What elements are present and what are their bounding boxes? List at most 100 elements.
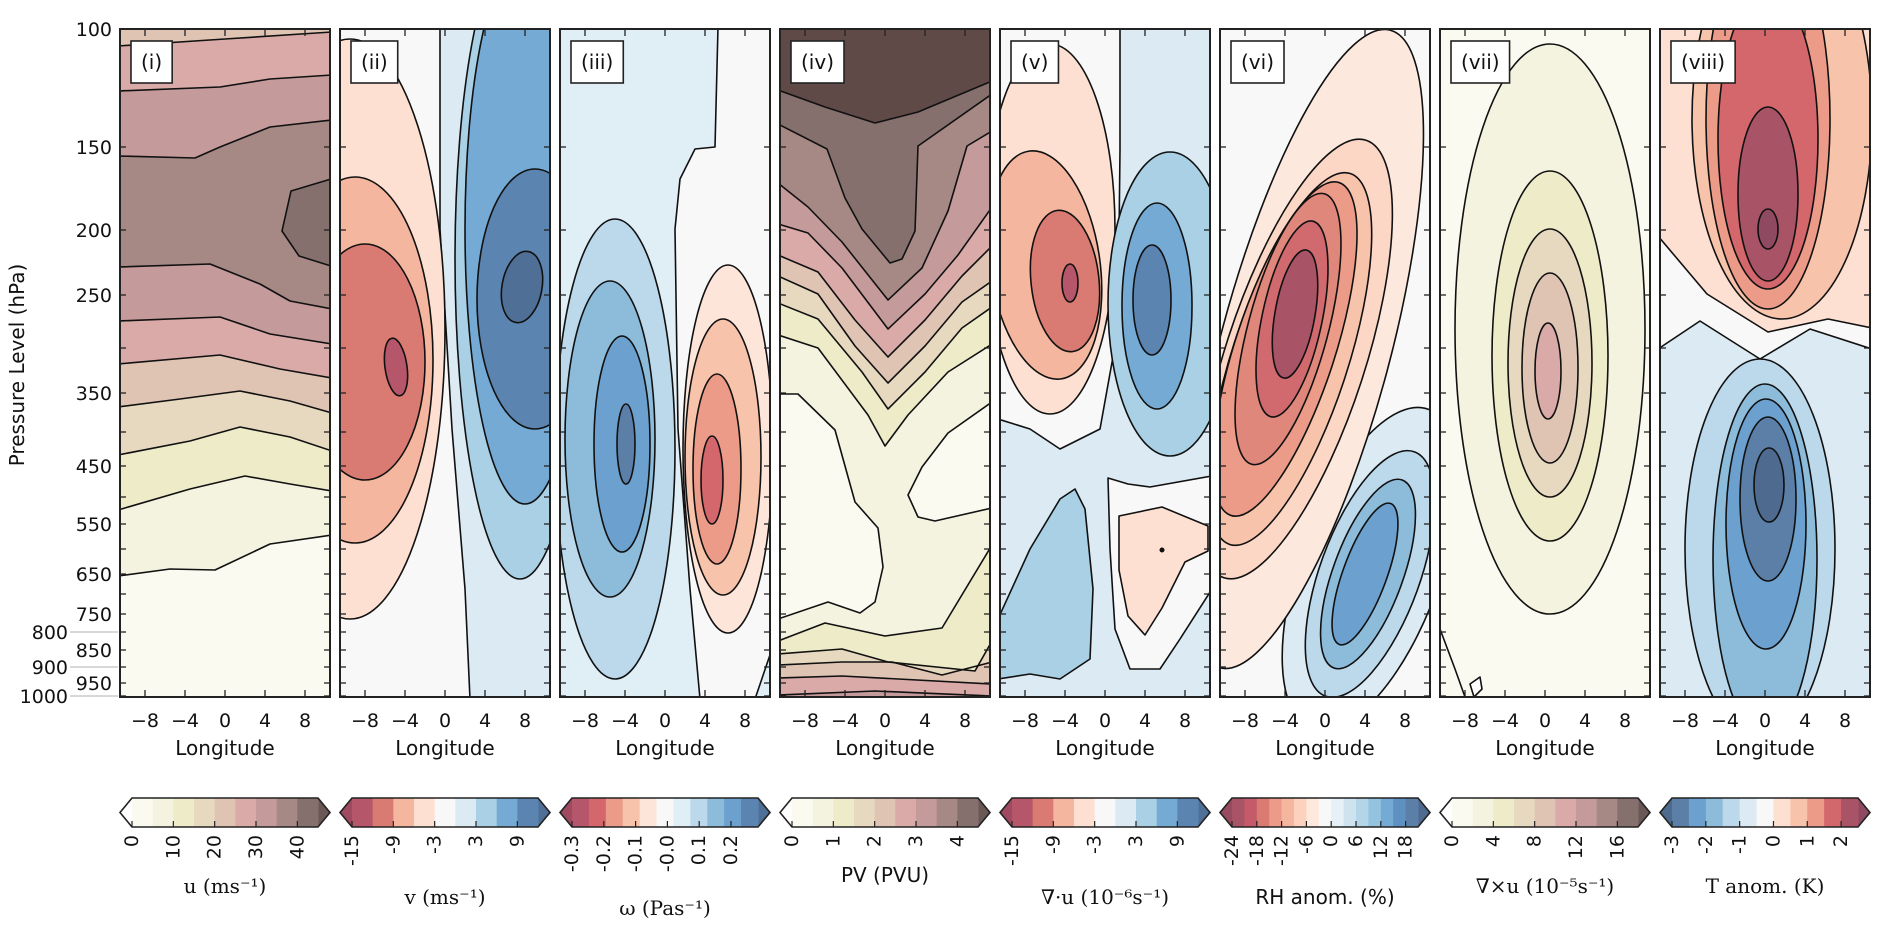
colorbar-tick-label: -9 [1042,835,1064,854]
panel-label: (i) [141,50,162,74]
colorbar-tick-label: 0 [1320,835,1342,847]
x-axis-label: Longitude [1275,736,1374,760]
x-tick-label: 0 [879,710,891,732]
colorbar-tick-label: -0.1 [625,835,647,872]
panel-label-box: (vii) [1450,40,1511,84]
colorbar-segment [235,798,257,827]
x-tick-label: 4 [699,710,711,732]
x-axis-label: Longitude [395,736,494,760]
colorbar-segment [792,798,814,827]
colorbar-tick-label: 40 [286,835,308,859]
colorbar-segment [1232,798,1245,827]
contour-field [1660,29,1870,697]
colorbar-over-extension [1858,798,1870,827]
colorbar-segment [1739,798,1758,827]
colorbar-segment [1177,798,1199,827]
panel-label-frame [130,40,173,84]
colorbar-tick-label: -12 [1271,835,1293,866]
colorbar-tick-label: 1 [822,835,844,847]
colorbar-segment [1596,798,1618,827]
colorbar-segment [1688,798,1707,827]
colorbar-tick-label: 0 [121,835,143,847]
colorbar-segment [812,798,834,827]
colorbar-segment [256,798,278,827]
colorbar-tick-label: 0 [781,835,803,847]
colorbar-tick-label: -2 [1695,835,1717,854]
y-tick-label: 1000 [20,686,68,708]
colorbar-segment [352,798,374,827]
colorbar-label: PV (PVU) [841,863,929,887]
contour-line [780,80,990,124]
colorbar-label: ∇×u (10⁻⁵s⁻¹) [1476,874,1614,898]
colorbar-tick-label: 0 [1441,835,1463,847]
y-tick-label: 550 [76,514,112,536]
colorbar-segment [895,798,917,827]
colorbar-segment [916,798,938,827]
y-tick-label: 100 [76,19,112,41]
colorbar-tick-label: 12 [1370,835,1392,859]
colorbar-segment [1053,798,1075,827]
colorbar-over-extension [1418,798,1430,827]
panel-label-frame [1230,40,1285,84]
panel-label-frame [570,40,625,84]
colorbar-4: 0 1 2 3 4 PV (PVU) [778,797,992,887]
contour-line [780,675,990,685]
contour-region [1118,506,1209,636]
x-axis-label: Longitude [175,736,274,760]
colorbar-segment [1380,798,1394,827]
contour-level [616,403,636,485]
colorbar-segment [1294,798,1307,827]
colorbar-tick-label: 12 [1565,835,1587,859]
x-tick-label: 0 [439,710,451,732]
colorbar-tick-label: 9 [506,835,528,847]
x-tick-label: −4 [1271,710,1299,732]
colorbar-segment [1269,798,1283,827]
contour-line [120,263,330,310]
colorbar-segment [1452,798,1474,827]
panel-label: (ii) [361,50,388,74]
contour-line [120,390,330,414]
colorbar-segment [1617,798,1639,827]
colorbar-tick-label: 8 [1524,835,1546,847]
colorbar-under-extension [1220,798,1232,827]
panel-label-frame [1670,40,1736,84]
colorbar-label: u (ms⁻¹) [184,874,267,898]
colorbar-label: RH anom. (%) [1255,885,1394,909]
colorbar-segment [1472,798,1494,827]
colorbar-segment [854,798,876,827]
colorbar-2: -15 -9 -3 3 9 v (ms⁻¹) [338,797,552,909]
contour-field [120,29,330,697]
colorbar-segment [1032,798,1054,827]
panel-4: −8 −4 0 4 8 Longitude (iv) [779,28,991,760]
y-tick-label: 150 [76,137,112,159]
x-tick-label: 0 [219,710,231,732]
x-tick-label: −8 [1011,710,1039,732]
colorbar-8: -3 -2 -1 0 1 2 T anom. (K) [1658,797,1872,898]
colorbar-tick-label: -1 [1729,835,1751,854]
contour-level [1271,249,1319,379]
x-tick-label: −8 [1231,710,1259,732]
y-tick-label: 950 [76,673,112,695]
contour-level [500,250,544,324]
colorbar-segment [1807,798,1825,827]
colorbar-over-extension [758,798,770,827]
x-tick-label: −8 [571,710,599,732]
colorbar-under-extension [1000,798,1012,827]
contour-level [1534,322,1562,420]
contour-level [1757,208,1779,250]
colorbar-tick-label: -9 [382,835,404,854]
colorbar-segment [1672,798,1690,827]
colorbar-segment [1343,798,1357,827]
colorbar-segment [1156,798,1178,827]
colorbar-segment [1356,798,1369,827]
x-tick-label: 8 [1399,710,1411,732]
panel-7: −8 −4 0 4 8 Longitude (vii) [1439,28,1651,760]
panel-5: −8 −4 0 4 8 Longitude (v) [999,28,1211,760]
contour-line [780,208,990,330]
panel-label: (iv) [801,50,834,74]
contour-level [340,243,426,481]
panel-label: (vii) [1461,50,1500,74]
contour-line [120,74,330,92]
colorbar-segment [656,798,674,827]
x-tick-label: −8 [1671,710,1699,732]
